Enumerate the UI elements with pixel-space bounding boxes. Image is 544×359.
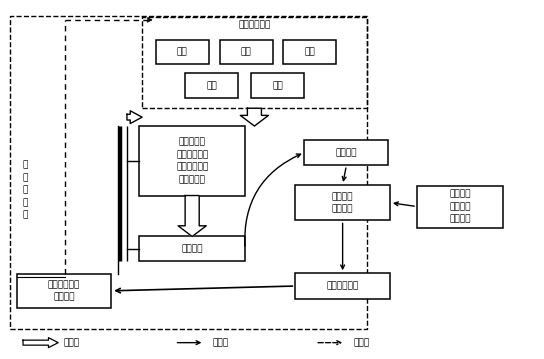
- Text: 控制流: 控制流: [353, 338, 369, 347]
- Text: 智能卡刷卡
部件标签识别
工位终端软件
自动化设备: 智能卡刷卡 部件标签识别 工位终端软件 自动化设备: [176, 137, 208, 184]
- Polygon shape: [23, 338, 58, 348]
- Text: 验收: 验收: [272, 81, 283, 90]
- Bar: [251, 73, 304, 98]
- Polygon shape: [178, 196, 206, 237]
- Text: 下
一
道
工
序: 下 一 道 工 序: [22, 161, 28, 220]
- Bar: [295, 185, 390, 220]
- Text: 检修作业工序: 检修作业工序: [238, 20, 270, 29]
- Text: 作业过程干预
及重调度: 作业过程干预 及重调度: [48, 280, 80, 302]
- Bar: [186, 73, 238, 98]
- Text: 保养: 保养: [240, 47, 251, 56]
- Text: 生产过程
信息生成: 生产过程 信息生成: [332, 192, 354, 213]
- Text: 数据流: 数据流: [213, 338, 228, 347]
- Bar: [156, 39, 209, 64]
- Bar: [417, 186, 503, 228]
- Text: 作业过程监控: 作业过程监控: [326, 281, 358, 290]
- Bar: [305, 140, 388, 165]
- Polygon shape: [240, 108, 269, 126]
- Text: 检修计划
工艺流程
技术履历: 检修计划 工艺流程 技术履历: [449, 190, 471, 224]
- Bar: [295, 273, 390, 299]
- Bar: [9, 16, 367, 329]
- Text: 数据接入: 数据接入: [181, 244, 203, 253]
- Bar: [16, 274, 112, 308]
- Polygon shape: [127, 111, 142, 123]
- Bar: [139, 126, 245, 196]
- Bar: [219, 39, 273, 64]
- Text: 质检: 质检: [207, 81, 217, 90]
- Text: 修理: 修理: [305, 47, 316, 56]
- Text: 工作流: 工作流: [64, 338, 80, 347]
- Bar: [142, 18, 367, 108]
- Bar: [139, 237, 245, 261]
- Bar: [283, 39, 336, 64]
- Text: 数据处理: 数据处理: [336, 148, 357, 157]
- Text: 检测: 检测: [177, 47, 188, 56]
